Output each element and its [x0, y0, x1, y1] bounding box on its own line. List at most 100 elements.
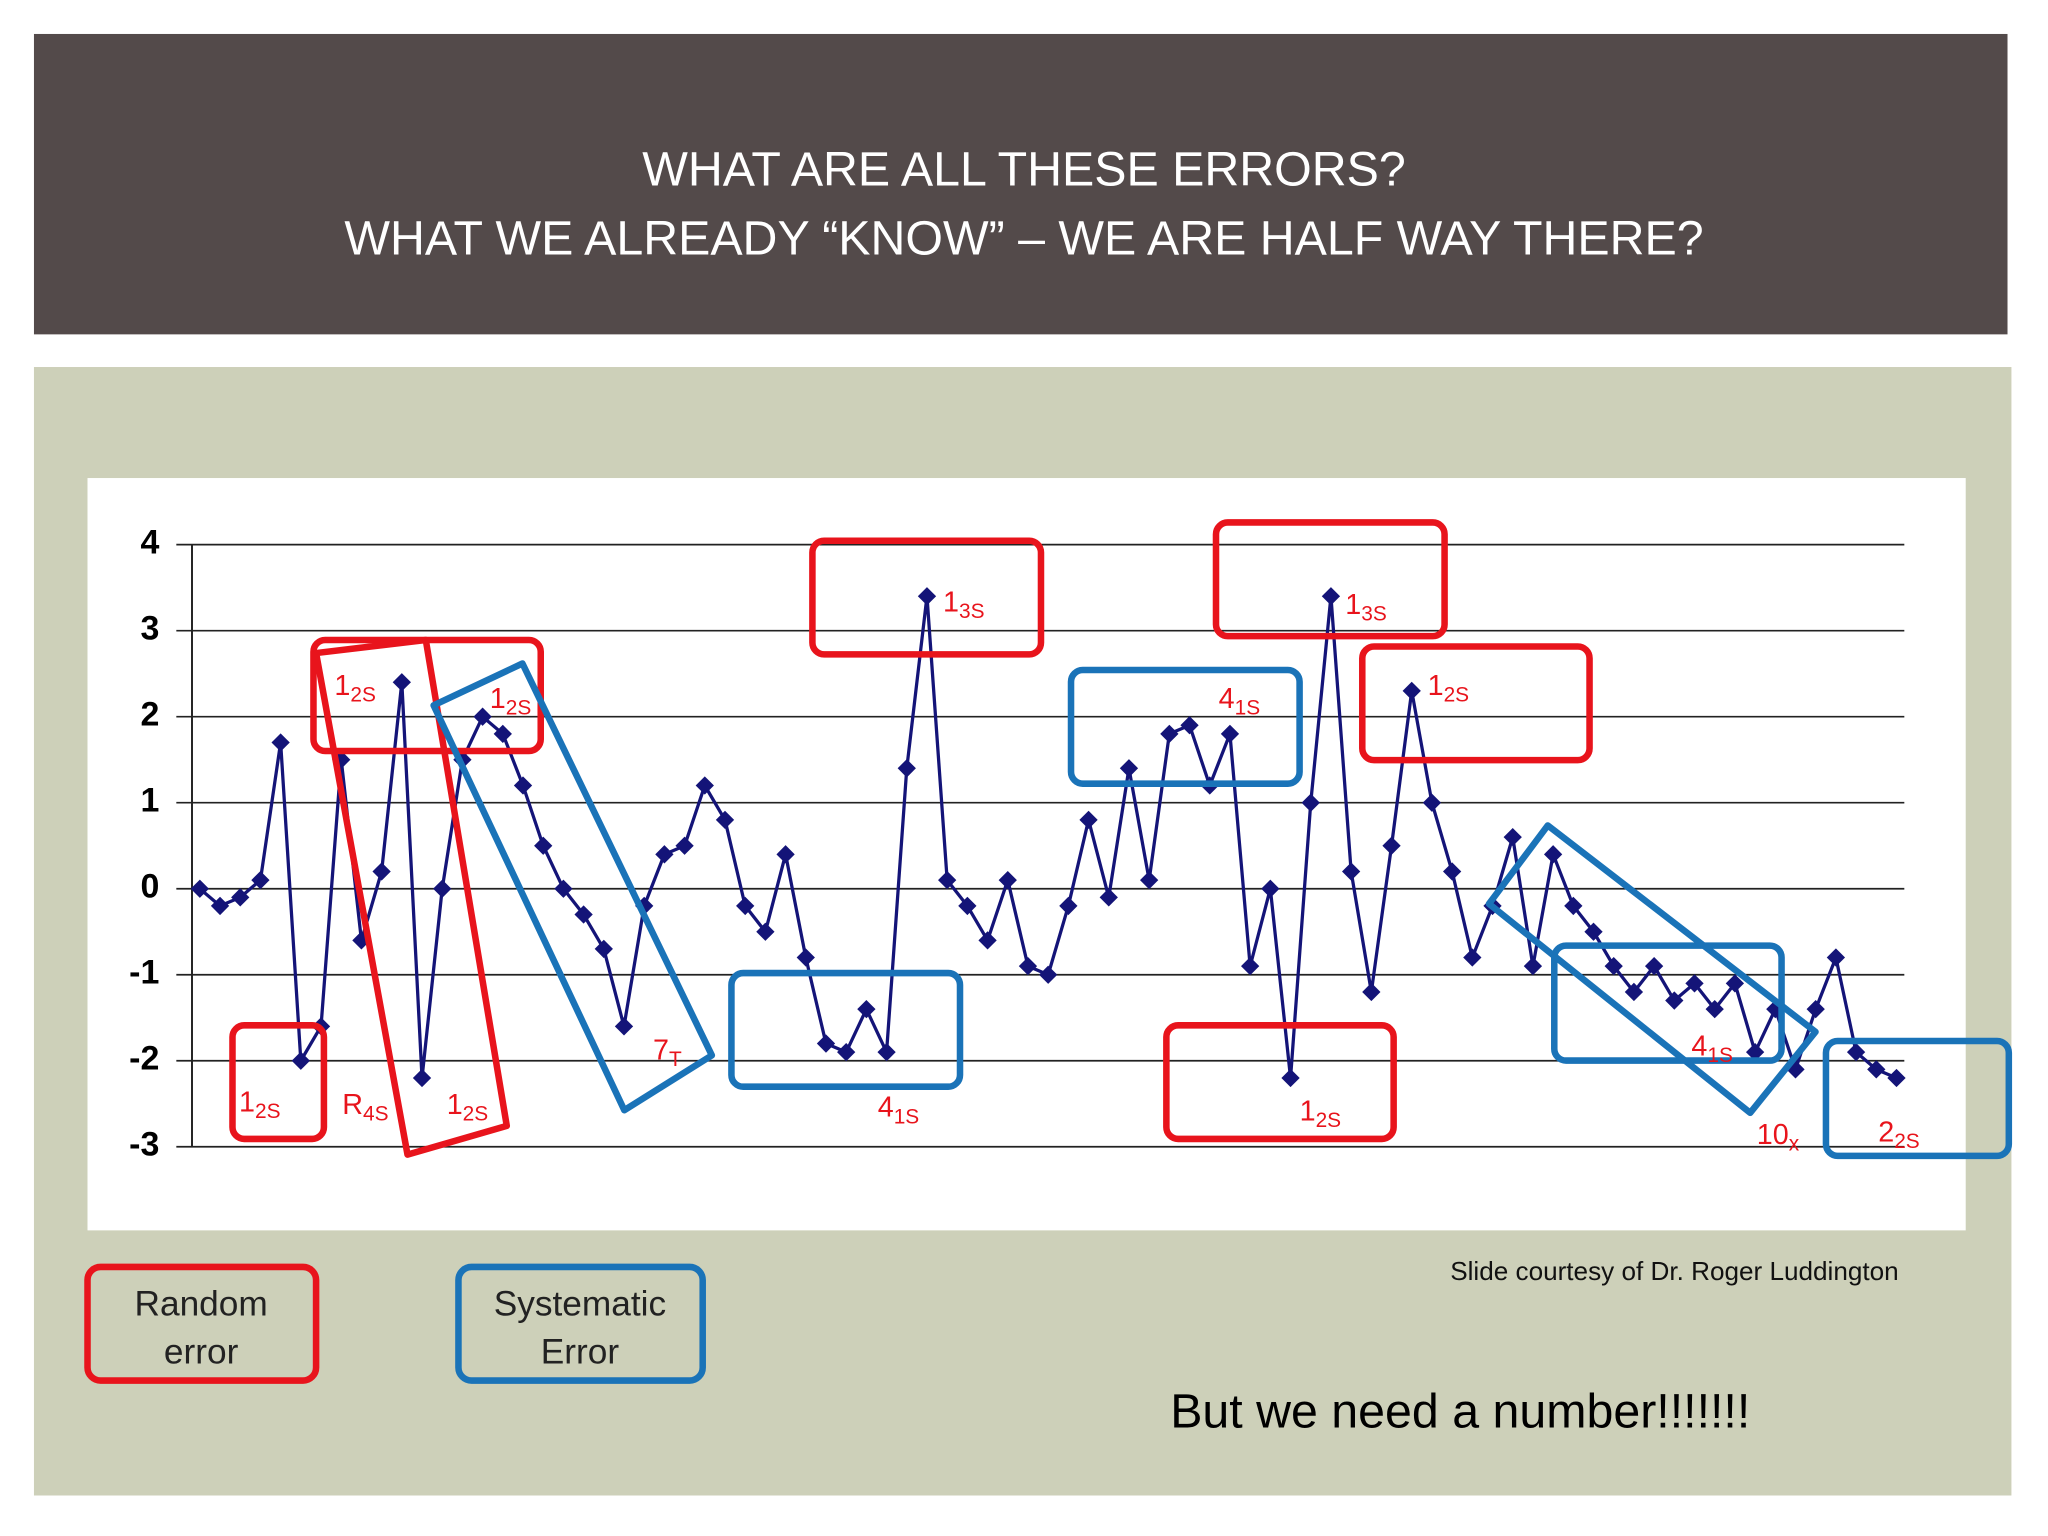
data-point	[1564, 896, 1583, 916]
data-point	[897, 759, 916, 778]
rule-label: R4S	[342, 1089, 388, 1126]
random-box	[1163, 1022, 1397, 1143]
rule-label: 12S	[239, 1087, 281, 1124]
data-point	[1685, 974, 1704, 993]
data-point	[1442, 862, 1462, 881]
systematic-box	[430, 660, 716, 1114]
rule-label: 12S	[447, 1089, 489, 1126]
rule-label-sub: x	[1789, 1133, 1800, 1156]
annotations: 12S R4S12S12S12S7T13S41S41S13S12S12S41S10…	[229, 519, 2013, 1160]
data-point	[574, 905, 593, 924]
data-point	[1705, 1000, 1724, 1019]
data-point	[433, 879, 452, 898]
header-band	[33, 33, 2008, 335]
systematic-box	[1485, 822, 1819, 1117]
rule-label-sub: 2S	[1316, 1109, 1342, 1132]
y-tick-label: 2	[140, 696, 159, 734]
data-point	[190, 879, 209, 898]
rule-label: 13S	[1345, 589, 1387, 626]
data-point	[1463, 948, 1482, 967]
rule-label-main: 1	[490, 683, 506, 715]
rule-label: 41S	[878, 1092, 920, 1129]
y-tick-label: 4	[140, 524, 159, 562]
data-point	[291, 1051, 310, 1070]
title-line: WHAT ARE ALL THESE ERRORS?	[642, 142, 1405, 196]
rule-label-main: 1	[943, 586, 959, 618]
data-point	[1261, 879, 1280, 898]
rule-label-main: 1	[447, 1089, 463, 1121]
rule-label-sub: 2S	[350, 683, 376, 706]
rule-label: 10x	[1757, 1119, 1800, 1156]
random-box	[809, 537, 1045, 658]
rule-label-sub: T	[669, 1048, 682, 1071]
legend-label: error	[164, 1333, 239, 1372]
y-tick-label: -1	[129, 954, 159, 992]
rule-label: 41S	[1219, 683, 1261, 720]
legend-label: Error	[541, 1333, 620, 1372]
y-tick-label: 1	[140, 782, 159, 820]
rule-label-sub: 1S	[1707, 1044, 1733, 1067]
data-point	[1867, 1060, 1886, 1079]
rule-label-sub: 1S	[894, 1105, 920, 1128]
rule-label: 12S	[1428, 670, 1470, 707]
systematic-box	[728, 969, 964, 1090]
data-point	[1665, 991, 1684, 1010]
rule-label: 41S	[1691, 1030, 1733, 1067]
random-box	[1359, 643, 1593, 764]
rule-label-main: 4	[1691, 1030, 1707, 1062]
rule-label: 22S	[1878, 1117, 1920, 1154]
legend-label: Random	[135, 1284, 268, 1323]
data-point	[715, 810, 735, 830]
rule-label-main: 1	[334, 670, 350, 702]
data-point	[1624, 982, 1644, 1002]
systematic-box	[1067, 666, 1303, 787]
rule-label-main: 1	[1300, 1096, 1316, 1128]
rule-label: 13S	[943, 586, 985, 623]
rule-label-main: 7	[653, 1034, 669, 1066]
data-point	[978, 931, 997, 950]
random-box	[1212, 519, 1448, 640]
data-point	[210, 896, 230, 916]
data-point	[1503, 827, 1522, 847]
data-point	[1846, 1043, 1866, 1062]
legend-box	[84, 1263, 320, 1384]
legend-box	[455, 1263, 706, 1384]
y-tick-label: 0	[140, 868, 159, 906]
rule-label-sub: 4S	[363, 1103, 389, 1126]
y-tick-label: -3	[129, 1126, 159, 1164]
rule-label-main: 4	[1219, 683, 1235, 715]
y-tick-label: -2	[129, 1040, 159, 1078]
data-point	[1806, 1000, 1825, 1019]
credit: Slide courtesy of Dr. Roger Luddington	[1450, 1256, 1898, 1286]
rule-label: 7T	[653, 1034, 682, 1071]
data-point	[1341, 862, 1361, 881]
rule-label-sub: 2S	[255, 1100, 281, 1123]
data-point	[1523, 956, 1543, 976]
data-point	[776, 845, 795, 864]
data-point	[796, 948, 815, 967]
data-point	[1725, 974, 1745, 993]
data-point	[1099, 888, 1118, 907]
rule-label-main: 1	[1345, 589, 1361, 621]
rule-label: 12S	[490, 683, 532, 720]
rule-label-sub: 3S	[1361, 602, 1387, 625]
data-point	[1543, 845, 1563, 864]
data-point	[695, 776, 714, 795]
rule-label-main: 10	[1757, 1119, 1789, 1151]
data-point	[1644, 956, 1664, 976]
data-point	[1079, 810, 1098, 830]
rule-label-main: 1	[239, 1087, 255, 1119]
data-point	[473, 707, 492, 726]
data-point	[1422, 793, 1442, 812]
data-point	[271, 733, 290, 752]
legend-label: Systematic	[494, 1284, 666, 1323]
data-point	[1584, 922, 1603, 941]
rule-label-sub: 2S	[463, 1103, 489, 1126]
footer-note: But we need a number!!!!!!!	[1170, 1385, 1750, 1439]
data-point	[917, 587, 937, 606]
rule-label-main: R	[342, 1089, 363, 1121]
random-box	[229, 1022, 328, 1143]
data-point	[1180, 716, 1199, 735]
data-point	[1382, 836, 1401, 855]
